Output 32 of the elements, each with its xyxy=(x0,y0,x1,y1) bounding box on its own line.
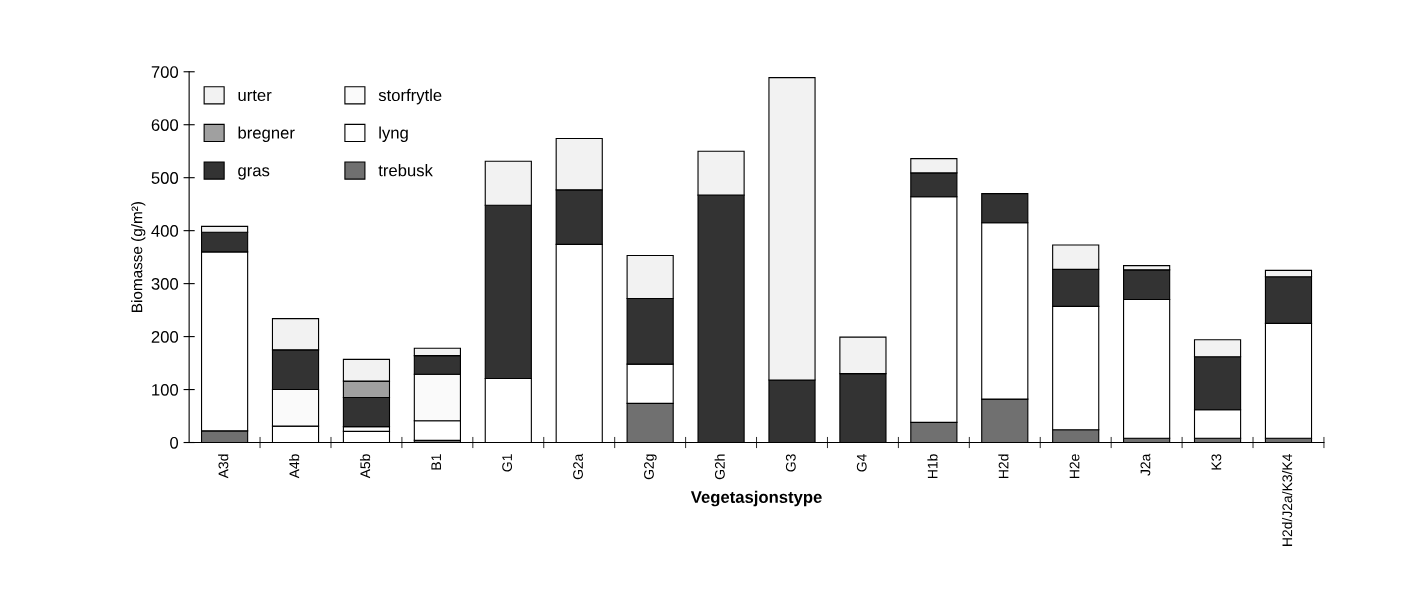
x-tick-label: H2e xyxy=(1069,454,1080,478)
y-tick-label: 200 xyxy=(151,330,179,343)
x-tick-label: H2d xyxy=(998,454,1009,478)
legend-label: lyng xyxy=(379,126,408,143)
legend-label: gras xyxy=(238,167,270,180)
y-tick-label: 0 xyxy=(170,436,179,449)
x-tick-label: G2g xyxy=(644,454,657,480)
x-tick-label: G2a xyxy=(573,453,583,480)
x-tick-label: K3 xyxy=(1211,454,1222,470)
x-tick-label: A5b xyxy=(359,454,371,479)
y-tick-label: 300 xyxy=(151,278,179,290)
legend-label: storfrytle xyxy=(378,88,442,105)
y-tick-label: 500 xyxy=(151,172,179,184)
x-tick-label: H1b xyxy=(927,454,938,478)
x-tick-label: A3d xyxy=(218,454,229,479)
x-tick-label: B1 xyxy=(431,454,441,470)
y-tick-label: 100 xyxy=(152,383,179,396)
x-axis-title: Vegetasjonstype xyxy=(690,490,822,507)
y-tick-label: 600 xyxy=(151,119,179,131)
y-tick-label: 400 xyxy=(151,225,179,237)
x-tick-label: J2a xyxy=(1140,453,1151,476)
y-tick-label: 700 xyxy=(151,66,179,78)
x-tick-label: G3 xyxy=(785,454,796,472)
y-axis-title: Biomasse (g/m²) xyxy=(131,202,146,312)
x-tick-label: G1 xyxy=(502,454,513,472)
x-tick-label: H2d/J2a/K3/K4 xyxy=(1282,454,1293,546)
x-tick-label: A4b xyxy=(289,454,300,479)
x-tick-label: G2h xyxy=(714,454,725,480)
x-tick-label: G4 xyxy=(856,454,867,472)
legend-label: bregner xyxy=(238,126,295,143)
legend-label: urter xyxy=(238,90,272,102)
legend-label: trebusk xyxy=(378,164,433,177)
